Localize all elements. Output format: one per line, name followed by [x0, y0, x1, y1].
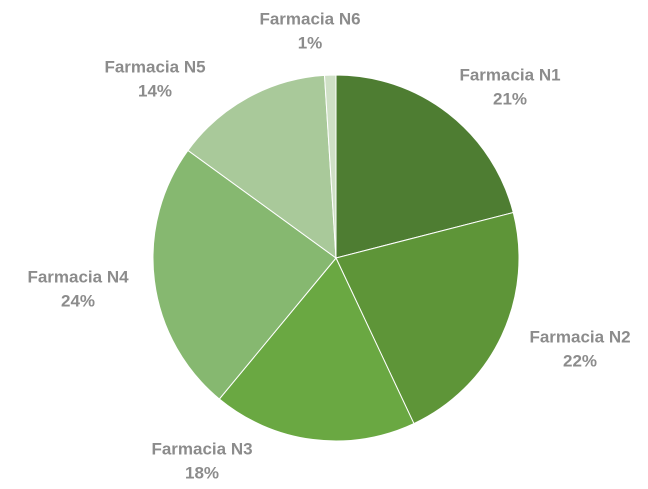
slice-label: Farmacia N2: [529, 327, 630, 346]
slice-value: 14%: [138, 81, 172, 100]
slice-label: Farmacia N3: [151, 439, 252, 458]
pie-slice: [152, 149, 337, 400]
slice-value: 18%: [185, 463, 219, 482]
slice-value: 22%: [563, 351, 597, 370]
slice-value: 21%: [493, 89, 527, 108]
slice-label: Farmacia N5: [104, 57, 205, 76]
pie-slice: [218, 257, 415, 442]
slice-value: 24%: [61, 291, 95, 310]
pie-slice: [335, 74, 514, 259]
slice-value: 1%: [298, 33, 323, 52]
pie-slice: [323, 74, 337, 259]
slice-label: Farmacia N1: [459, 65, 560, 84]
slice-label: Farmacia N6: [259, 9, 360, 28]
pie-slice: [335, 211, 520, 425]
pie-slice: [187, 74, 337, 260]
slice-label: Farmacia N4: [27, 267, 129, 286]
